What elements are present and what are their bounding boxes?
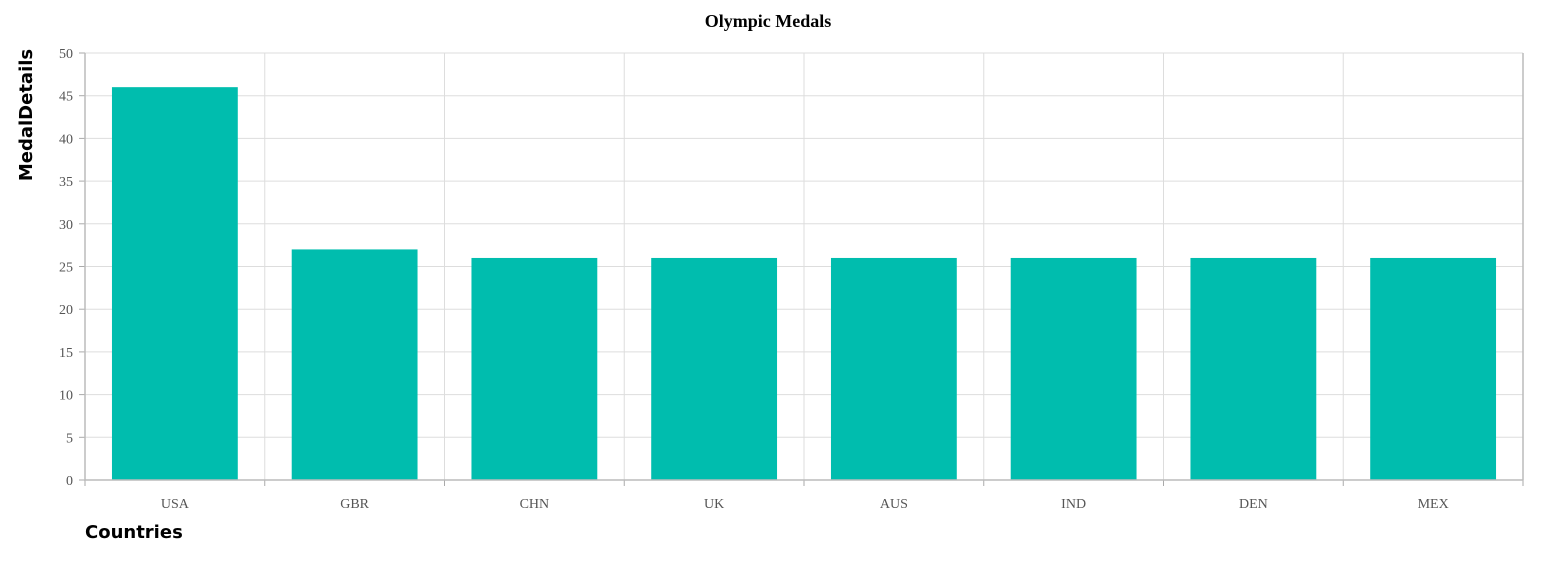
chart-title: Olympic Medals (705, 11, 832, 31)
x-tick-labels: USA GBR CHN UK AUS IND DEN MEX (161, 497, 1449, 512)
bar-ind[interactable] (1010, 257, 1137, 480)
bar-usa[interactable] (111, 87, 238, 480)
y-tick-label: 5 (66, 431, 73, 446)
bar-aus[interactable] (830, 257, 957, 480)
x-tick-label-uk: UK (704, 497, 724, 512)
y-tick-labels: 0 5 10 15 20 25 30 35 40 45 50 (59, 47, 73, 489)
y-tick-label: 50 (59, 47, 73, 62)
bar-gbr[interactable] (291, 249, 418, 480)
bar-chn[interactable] (471, 257, 598, 480)
x-tick-label-ind: IND (1061, 497, 1086, 512)
x-tick-label-usa: USA (161, 497, 190, 512)
x-tick-label-aus: AUS (880, 497, 908, 512)
x-tick-label-den: DEN (1239, 497, 1268, 512)
y-tick-label: 35 (59, 175, 73, 190)
y-tick-label: 40 (59, 132, 73, 147)
y-tick-label: 45 (59, 90, 73, 105)
bar-uk[interactable] (651, 257, 778, 480)
x-tick-label-gbr: GBR (340, 497, 369, 512)
x-tick-label-mex: MEX (1418, 497, 1449, 512)
y-tick-label: 30 (59, 218, 73, 233)
bar-mex[interactable] (1370, 257, 1497, 480)
x-axis-title: Countries (85, 522, 183, 543)
bar-den[interactable] (1190, 257, 1317, 480)
axes (79, 52, 1524, 486)
y-tick-label: 20 (59, 303, 73, 318)
y-tick-label: 10 (59, 389, 73, 404)
y-tick-label: 15 (59, 346, 73, 361)
y-axis-title: MedalDetails (16, 49, 37, 181)
y-tick-label: 25 (59, 261, 73, 276)
x-tick-label-chn: CHN (520, 497, 550, 512)
y-tick-label: 0 (66, 474, 73, 489)
bars (111, 87, 1497, 480)
